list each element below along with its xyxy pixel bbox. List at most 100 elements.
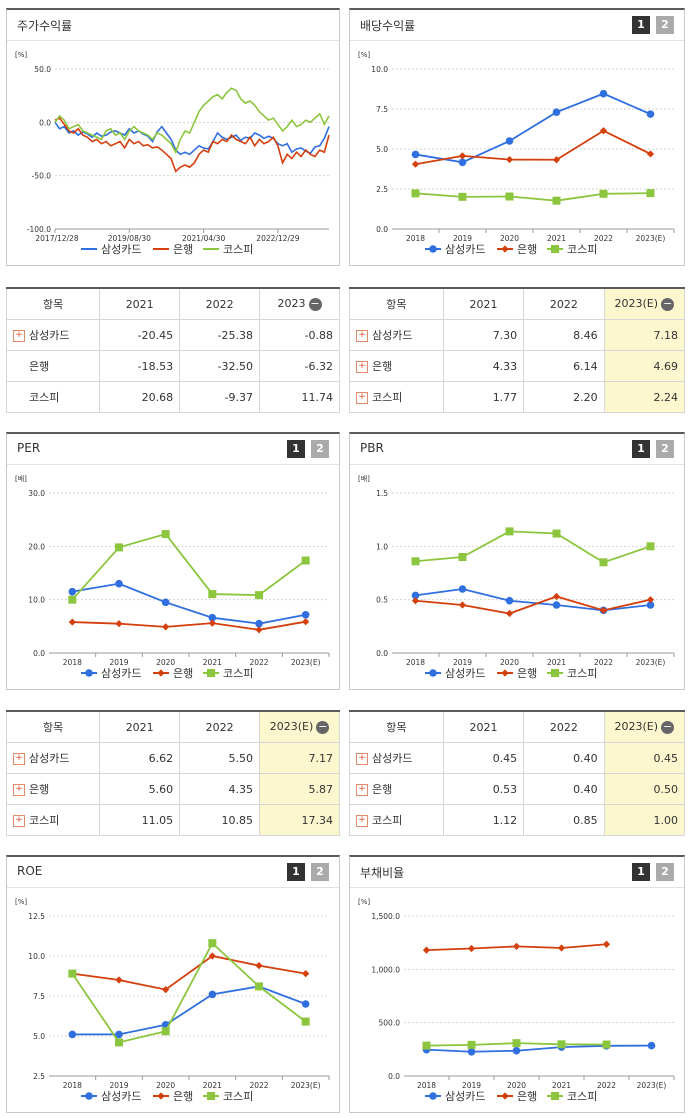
roe-series-point-1 [208, 990, 217, 999]
roe-series-point-2 [255, 962, 263, 970]
dividend-series-line-1 [415, 92, 651, 164]
dividend-unit-label: [%] [358, 51, 370, 59]
dividend-row-name: 코스피 [372, 391, 403, 404]
per-collapse-icon[interactable]: − [316, 719, 330, 734]
pbr-legend-label: 삼성카드 [445, 667, 485, 680]
stock-x-tick: 2022/12/29 [256, 234, 299, 243]
per-page-1-button[interactable]: 1 [287, 440, 305, 458]
stock-expand-icon[interactable]: + [13, 330, 25, 342]
pbr-table-header-cell: 2023(E) − [603, 710, 686, 743]
dividend-row-name-cell: + 삼성카드 [349, 319, 444, 351]
per-chart-title: PER [17, 441, 41, 455]
dividend-series-point-2 [411, 160, 420, 168]
debt-x-tick: 2020 [507, 1081, 526, 1090]
debt-chart: [%]1,500.0 1,000.0 500.0 0.0 2018 2019 2020 202… [358, 898, 675, 1103]
dividend-x-tick: 2023(E) [636, 234, 666, 243]
per-series-point-1 [115, 579, 123, 588]
per-series-point-1 [68, 587, 77, 596]
dividend-y-tick: 5.0 [376, 145, 388, 154]
pbr-row-name-cell: + 은행 [349, 773, 444, 805]
pbr-value-cell: 1.00 [603, 804, 686, 836]
per-series-point-2 [208, 619, 216, 627]
pbr-value-cell: 0.45 [442, 742, 525, 774]
stock-table-header-cell: 항목 [5, 287, 101, 320]
pbr-series-point-3 [411, 557, 420, 566]
per-expand-icon[interactable]: + [13, 753, 25, 765]
roe-page-1-button[interactable]: 1 [287, 863, 305, 881]
debt-legend-marker [429, 1092, 437, 1100]
per-expand-icon[interactable]: + [13, 784, 25, 796]
pbr-x-tick: 2022 [594, 658, 613, 667]
per-series-point-1 [301, 610, 310, 619]
stock-x-tick: 2019/08/30 [108, 234, 151, 243]
debt-page-2-button[interactable]: 2 [656, 863, 674, 881]
per-y-tick: 0.0 [33, 649, 45, 658]
dividend-value-cell: 2.24 [603, 381, 686, 413]
per-value-cell: 4.35 [179, 773, 261, 805]
dividend-value-cell: 1.77 [442, 381, 525, 413]
debt-page-1-button[interactable]: 1 [632, 863, 650, 881]
stock-table-header-label: 항목 [42, 298, 64, 311]
dividend-expand-icon[interactable]: + [356, 392, 368, 404]
dividend-collapse-icon[interactable]: − [661, 296, 675, 311]
stock-table-row: 은행 -18.53 -32.50 -6.32 [5, 350, 340, 382]
pbr-collapse-icon[interactable]: − [661, 719, 675, 734]
dividend-legend-label: 코스피 [567, 243, 597, 256]
pbr-page-2-button[interactable]: 2 [656, 440, 674, 458]
pbr-table-header-cell: 2021 [442, 710, 525, 743]
debt-x-tick: 2018 [417, 1081, 436, 1090]
dividend-page-2-button[interactable]: 2 [656, 16, 674, 34]
roe-x-tick: 2018 [63, 1081, 82, 1090]
pbr-table-row: + 코스피 1.12 0.85 1.00 [349, 804, 686, 836]
pbr-series-point-1 [505, 596, 514, 605]
per-expand-icon[interactable]: + [13, 815, 25, 827]
dividend-series-point-1 [646, 110, 655, 118]
stock-table-header-cell: 2022 [179, 287, 261, 320]
pbr-table-header-label: 2022 [549, 720, 578, 734]
pbr-table: 항목 2021 2022 2023(E) − + 삼성카드 0.45 0.40 0.45 + 은행 0.… [349, 710, 686, 836]
debt-unit-label: [%] [358, 898, 370, 906]
stock-row-name: 삼성카드 [29, 329, 70, 342]
dividend-expand-icon[interactable]: + [356, 361, 368, 373]
roe-series-point-1 [301, 1000, 310, 1008]
pbr-page-1-button[interactable]: 1 [632, 440, 650, 458]
per-series-point-2 [255, 626, 263, 634]
debt-series-point-1 [512, 1046, 521, 1055]
stock-chart-title: 주가수익률 [17, 19, 73, 33]
per-x-tick: 2021 [203, 658, 222, 667]
roe-legend-label: 삼성카드 [101, 1090, 141, 1103]
debt-legend-label: 삼성카드 [445, 1090, 485, 1103]
stock-row-name: 은행 [29, 360, 50, 373]
debt-series-point-3 [602, 1040, 611, 1049]
dividend-legend-marker [551, 245, 559, 253]
per-page-2-button[interactable]: 2 [311, 440, 329, 458]
pbr-x-tick: 2021 [547, 658, 566, 667]
pbr-table-header-label: 2023(E) [614, 720, 659, 734]
per-series-line-1 [72, 582, 306, 625]
roe-page-2-button[interactable]: 2 [311, 863, 329, 881]
pbr-series-line-3 [415, 530, 651, 564]
dividend-table-header-label: 2021 [469, 297, 498, 311]
pbr-expand-icon[interactable]: + [356, 784, 368, 796]
pbr-x-tick: 2018 [406, 658, 425, 667]
stock-collapse-icon[interactable]: − [308, 296, 322, 311]
roe-series-point-3 [208, 939, 217, 948]
dividend-series-point-3 [646, 189, 655, 198]
dividend-legend-label: 삼성카드 [445, 243, 485, 256]
pbr-series-point-2 [505, 609, 514, 618]
pbr-expand-icon[interactable]: + [356, 815, 368, 827]
per-series-line-3 [71, 533, 307, 601]
dividend-page-1-button[interactable]: 1 [632, 16, 650, 34]
per-value-cell: 5.87 [259, 773, 340, 805]
roe-unit-label: [%] [15, 898, 27, 906]
per-legend-label: 삼성카드 [101, 667, 141, 680]
dividend-expand-icon[interactable]: + [356, 330, 368, 342]
roe-series-line-3 [71, 941, 307, 1044]
dividend-value-cell: 4.69 [603, 350, 686, 382]
dividend-series-point-1 [505, 137, 514, 145]
per-legend-marker [157, 669, 165, 677]
dividend-series-point-1 [458, 158, 467, 167]
pbr-expand-icon[interactable]: + [356, 753, 368, 765]
per-series-line-2 [72, 620, 306, 631]
pbr-table-header-label: 2021 [469, 720, 498, 734]
